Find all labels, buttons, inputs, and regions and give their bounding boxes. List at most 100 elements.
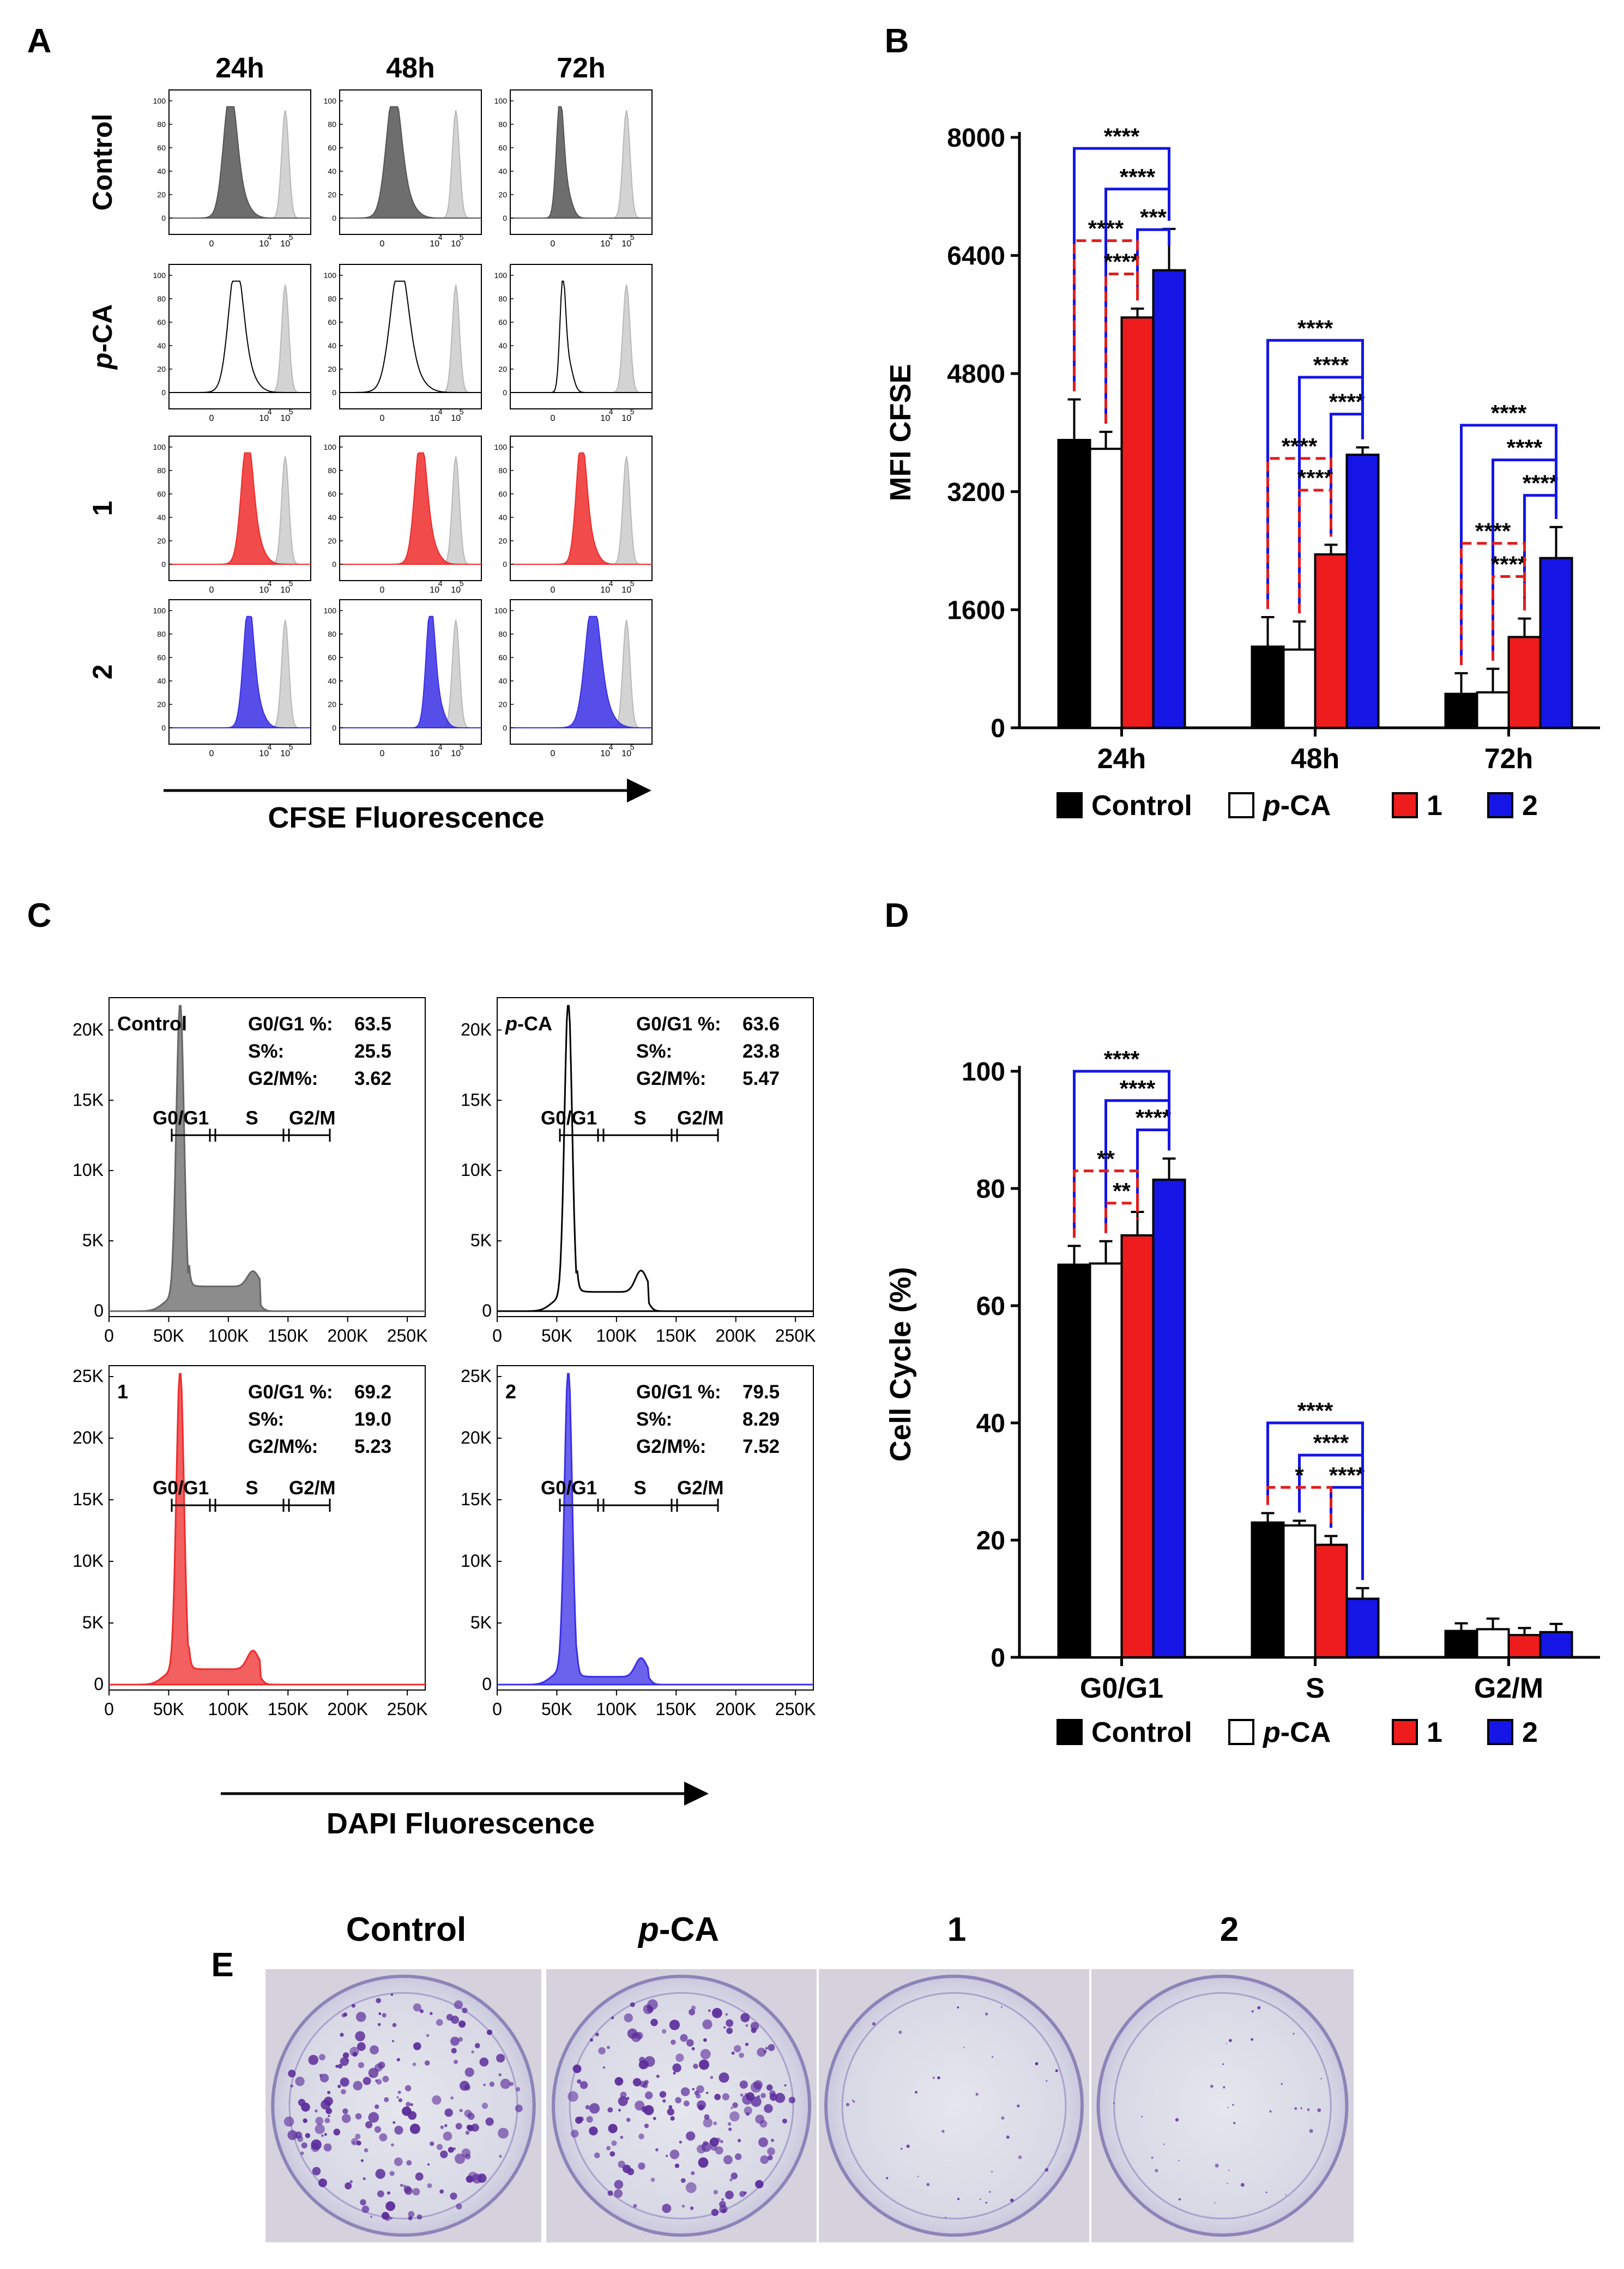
colony-dot <box>297 2136 304 2142</box>
y-tick-label: 60 <box>498 490 507 498</box>
colony-dot <box>692 2088 695 2091</box>
dapi-histogram: 0 5K 10K 15K 20K 0 50K 100K 150K 200K 250K p-CA G0/G… <box>461 997 816 1345</box>
colony-dot <box>642 2083 648 2089</box>
y-tick-label: 80 <box>157 466 166 475</box>
colony-dot <box>731 2051 735 2055</box>
panel-b-mfi-chart: B 0 1600 3200 4800 6400 8000 MFI CFSE 24h 48h 72h *… <box>884 22 1600 822</box>
y-tick-label: 100 <box>494 96 508 105</box>
colony-dot <box>515 2104 523 2113</box>
significance-stars: **** <box>1313 352 1349 378</box>
cycle-stat-value: 69.2 <box>354 1381 391 1403</box>
x-tick-exponent: 4 <box>268 743 272 751</box>
colony-dot <box>872 2022 876 2026</box>
colony-dot <box>757 2048 766 2057</box>
colony-dot <box>461 2148 471 2157</box>
significance-bracket <box>1266 457 1332 609</box>
colony-dot <box>572 2064 582 2073</box>
colony-dot <box>325 2108 332 2114</box>
histogram-frame <box>108 1365 426 1691</box>
colony-dot <box>1227 2182 1228 2184</box>
x-tick-label: 0 <box>209 414 214 423</box>
y-tick-label: 60 <box>498 143 507 152</box>
colony-dot <box>500 2078 511 2089</box>
sample-label: 2 <box>505 1380 516 1403</box>
colony-dot <box>696 2085 704 2093</box>
x-tick-label: G0/G1 <box>1080 1673 1163 1704</box>
cycle-stat-name: G2/M%: <box>248 1436 318 1457</box>
colony-dot <box>1240 2183 1245 2187</box>
histogram-frame <box>108 997 426 1317</box>
y-tick-label: 0 <box>161 214 166 222</box>
x-tick-exponent: 5 <box>289 743 293 751</box>
time-column-header: 72h <box>557 52 606 84</box>
gate-label: G2/M <box>289 1107 336 1129</box>
colony-dot <box>375 2104 379 2109</box>
well-label-text: Control <box>346 1911 466 1948</box>
colony-dot <box>465 2131 470 2135</box>
colony-dot <box>397 2090 401 2094</box>
x-tick-label: 0 <box>209 239 214 249</box>
x-tick-label: 10 <box>280 414 290 423</box>
significance-stars: ** <box>1113 1178 1131 1204</box>
colony-dot <box>606 2146 611 2151</box>
x-tick-exponent: 4 <box>438 233 443 242</box>
colony-dot <box>742 2094 752 2105</box>
y-tick-label: 40 <box>328 513 336 522</box>
colony-dot <box>340 2032 344 2037</box>
y-tick-label: 20 <box>157 365 166 373</box>
colony-dot <box>1017 2104 1020 2108</box>
colony-dot <box>638 2162 645 2170</box>
bar <box>1444 1630 1478 1658</box>
x-tick-label: 0 <box>380 586 385 595</box>
colony-dot <box>694 2090 699 2096</box>
cycle-stat-value: 79.5 <box>742 1381 780 1403</box>
colony-dot <box>753 2080 763 2090</box>
cycle-stat-name: G0/G1 %: <box>248 1381 333 1403</box>
colony-dot <box>589 2103 600 2114</box>
colony-dot <box>340 2077 349 2087</box>
colony-dot <box>1285 2194 1287 2196</box>
cycle-stat-name: G0/G1 %: <box>636 1013 721 1035</box>
colony-dot <box>1163 2143 1165 2145</box>
y-tick-label: 80 <box>498 466 507 475</box>
colony-dot <box>412 2188 420 2196</box>
significance-stars: **** <box>1313 1430 1349 1456</box>
colony-dot <box>656 2074 660 2078</box>
y-tick-label: 60 <box>976 1292 1005 1321</box>
colony-dot <box>693 2063 698 2069</box>
cycle-stat-value: 23.8 <box>742 1041 780 1062</box>
colony-dot <box>1178 2160 1180 2162</box>
sample-label-italic-prefix: p <box>505 1012 517 1035</box>
colony-dot <box>403 2184 406 2188</box>
colony-dot <box>499 2155 502 2158</box>
legend-label: 1 <box>1427 1717 1442 1748</box>
sample-peak <box>510 280 652 393</box>
x-tick-label: 10 <box>621 414 631 423</box>
colony-dot <box>327 2091 331 2095</box>
significance-bracket <box>1266 339 1364 609</box>
sample-peak <box>169 452 311 565</box>
colony-dot <box>614 2077 624 2086</box>
colony-dot <box>957 2006 959 2009</box>
gate-label: S <box>633 1477 646 1499</box>
significance-bracket <box>1460 542 1526 665</box>
sample-peak <box>510 106 652 219</box>
histogram-frame <box>497 997 814 1317</box>
colony-dot <box>618 2109 621 2112</box>
colony-dot <box>319 2054 325 2061</box>
colony-dot <box>287 2130 298 2140</box>
x-tick-label: 150K <box>268 1699 309 1719</box>
dapi-histogram: 0 5K 10K 15K 20K 25K 0 50K 100K 150K 200K 250K 2 G0/G… <box>461 1365 816 1719</box>
colony-dot <box>459 2109 463 2113</box>
colony-dot <box>726 2027 733 2035</box>
significance-stars: **** <box>1329 389 1365 415</box>
panel-letter-a: A <box>27 22 52 60</box>
colony-dot <box>1227 2107 1229 2109</box>
cycle-stat-value: 63.5 <box>354 1013 391 1035</box>
colony-dot <box>374 2126 382 2133</box>
sample-label-text: -CA <box>517 1012 552 1035</box>
bar <box>1314 553 1348 729</box>
y-tick-label: 100 <box>324 606 337 615</box>
